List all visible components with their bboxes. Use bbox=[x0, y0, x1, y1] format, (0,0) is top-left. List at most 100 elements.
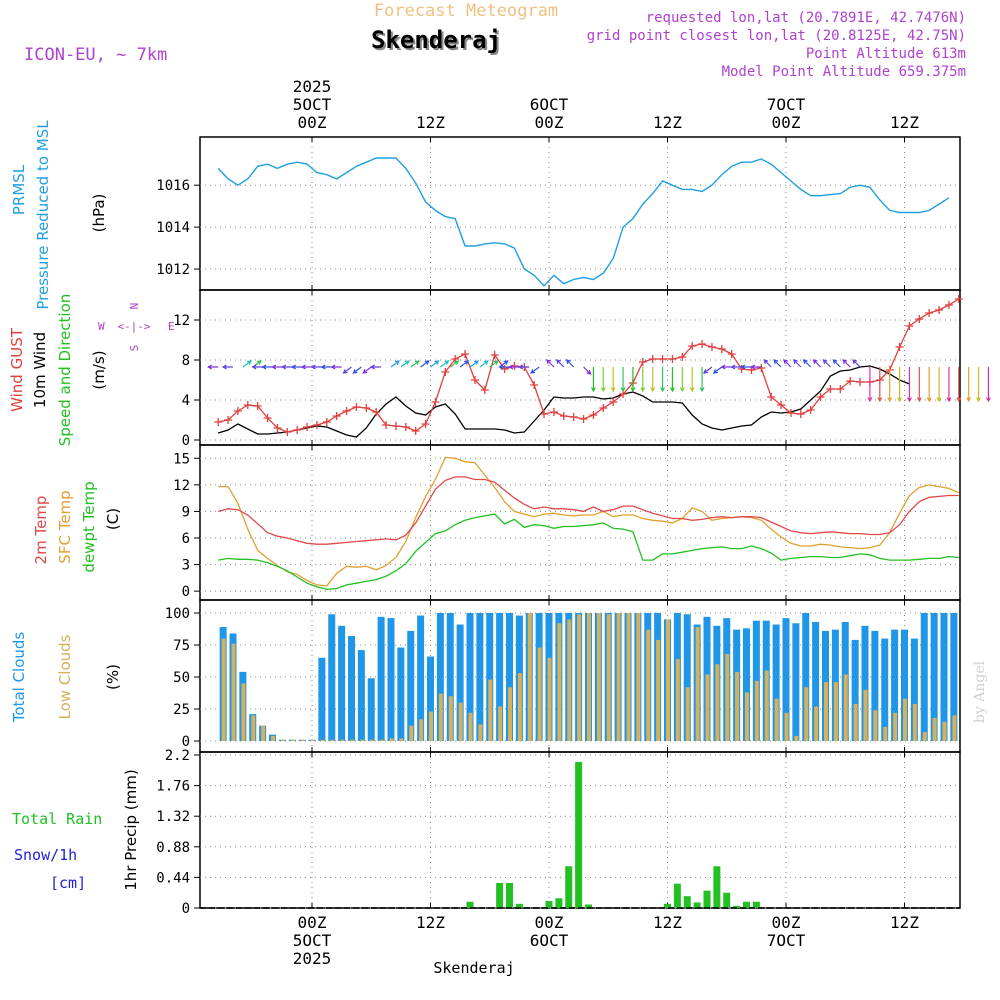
wind-speed-line bbox=[218, 365, 910, 438]
gust-marker bbox=[599, 404, 608, 412]
total-cloud-bar bbox=[387, 618, 395, 741]
wind-arrow bbox=[479, 360, 489, 368]
wind-arrow bbox=[565, 359, 575, 368]
total-cloud-bar bbox=[417, 615, 425, 741]
cloud-panel: 0 25 50 75 100 bbox=[165, 599, 961, 753]
total-cloud-bar bbox=[427, 656, 434, 741]
wind-panel: 0 4 8 12 bbox=[173, 289, 991, 449]
gust-marker bbox=[826, 385, 835, 393]
t2m-label: 2m Temp bbox=[32, 496, 50, 565]
precip-unit: 1hr Precip (mm) bbox=[122, 769, 140, 890]
wind-arrow bbox=[897, 367, 903, 403]
top-axis-label: 12Z bbox=[416, 113, 445, 132]
top-axis-label: 00Z bbox=[298, 113, 327, 132]
low-cloud-bar bbox=[448, 696, 453, 741]
compass-arrows: <-|-> bbox=[117, 320, 150, 333]
wind-arrow bbox=[221, 364, 233, 370]
total-cloud-bar bbox=[812, 621, 820, 741]
gust-marker bbox=[856, 378, 865, 386]
total-cloud-bar bbox=[328, 614, 336, 741]
low-cloud-bar bbox=[340, 739, 345, 741]
gust-marker bbox=[717, 345, 726, 353]
low-cloud-bar bbox=[350, 739, 354, 741]
location-title-shadow: Skenderaj bbox=[373, 28, 503, 56]
gust-marker bbox=[638, 358, 647, 366]
low-cloud-bar bbox=[754, 680, 759, 741]
total-cloud-bar bbox=[752, 620, 760, 741]
y-tick-label: 1016 bbox=[156, 178, 190, 194]
wind-arrow bbox=[966, 367, 972, 403]
low-cloud-bar bbox=[468, 712, 473, 741]
total-cloud-label: Total Clouds bbox=[10, 632, 28, 724]
cloud-unit: (%) bbox=[104, 664, 122, 690]
gust-marker bbox=[609, 398, 618, 406]
wind-arrow bbox=[956, 367, 962, 403]
wind-arrow bbox=[802, 359, 812, 368]
low-cloud-bar bbox=[912, 703, 917, 741]
gust-marker bbox=[391, 422, 400, 430]
rain-bar bbox=[565, 866, 573, 908]
rain-bar bbox=[752, 901, 760, 908]
total-cloud-bar bbox=[891, 629, 899, 741]
total-cloud-bar bbox=[920, 613, 928, 741]
gust-marker bbox=[727, 350, 736, 358]
wind-arrow bbox=[410, 360, 420, 368]
y-tick-label: 3 bbox=[182, 558, 190, 574]
y-tick-label: 15 bbox=[173, 451, 190, 467]
wind-arrow bbox=[763, 359, 772, 368]
total-cloud-bar bbox=[901, 629, 908, 741]
rain-bar bbox=[585, 904, 592, 908]
low-cloud-bar bbox=[804, 687, 809, 741]
gridpoint-coords: grid point closest lon,lat (20.8125E, 42… bbox=[587, 28, 966, 44]
total-cloud-bar bbox=[910, 638, 918, 741]
requested-coords: requested lon,lat (20.7891E, 42.7476N) bbox=[646, 10, 966, 26]
low-cloud-label: Low Clouds bbox=[56, 634, 74, 719]
wind-arrow bbox=[362, 366, 372, 374]
gust-marker bbox=[777, 401, 786, 409]
rain-bar bbox=[575, 761, 583, 908]
low-cloud-bar bbox=[833, 682, 838, 741]
wind-labels: Wind GUST 10m Wind Speed and Direction (… bbox=[8, 294, 175, 447]
total-cloud-bar bbox=[772, 624, 780, 741]
gust-marker bbox=[806, 406, 815, 414]
wind-arrow bbox=[679, 367, 685, 393]
low-cloud-bar bbox=[379, 739, 384, 741]
wind-arrow bbox=[300, 364, 312, 370]
wind-arrow bbox=[877, 367, 883, 403]
rain-bar bbox=[703, 890, 711, 908]
wind-arrow bbox=[867, 367, 873, 403]
low-cloud-bar bbox=[774, 698, 779, 741]
pressure-unit: (hPa) bbox=[90, 194, 108, 233]
gust-marker bbox=[569, 413, 578, 421]
total-cloud-bar bbox=[851, 639, 859, 741]
wind-arrow bbox=[420, 360, 430, 368]
total-cloud-bar bbox=[861, 625, 869, 741]
low-cloud-bar bbox=[369, 739, 374, 741]
gust-marker bbox=[352, 403, 361, 411]
temp-labels: 2m Temp SFC Temp dewpt Temp (C) bbox=[32, 481, 122, 572]
gust-marker bbox=[698, 340, 707, 348]
total-cloud-bar bbox=[348, 636, 355, 741]
wind-arrow bbox=[517, 364, 530, 370]
rain-bar bbox=[693, 902, 701, 908]
low-cloud-bar bbox=[261, 725, 266, 741]
total-cloud-bar bbox=[792, 623, 800, 741]
gust-marker bbox=[283, 428, 292, 436]
y-tick-label: 2.2 bbox=[165, 748, 190, 764]
y-tick-label: 0.44 bbox=[156, 870, 190, 886]
y-tick-label: 0 bbox=[182, 584, 190, 600]
y-tick-label: 9 bbox=[182, 504, 190, 520]
total-cloud-bar bbox=[871, 630, 879, 741]
total-cloud-bar bbox=[940, 613, 948, 741]
low-cloud-bar bbox=[508, 687, 512, 741]
wind-arrow bbox=[812, 359, 821, 368]
gust-marker bbox=[332, 412, 341, 420]
wind-arrow bbox=[610, 367, 616, 393]
low-cloud-bar bbox=[636, 613, 641, 741]
rain-bar bbox=[683, 896, 691, 908]
low-cloud-bar bbox=[557, 623, 562, 741]
top-axis-label: 5OCT bbox=[293, 95, 332, 114]
low-cloud-bar bbox=[952, 715, 957, 741]
wind-arrow bbox=[985, 367, 991, 403]
bottom-axis-label: 12Z bbox=[890, 913, 919, 932]
